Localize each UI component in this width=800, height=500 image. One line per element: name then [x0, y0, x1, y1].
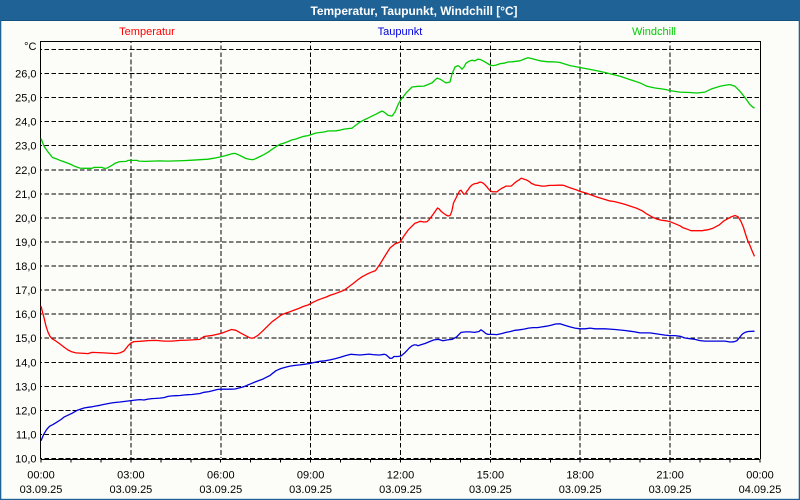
svg-text:17,0: 17,0	[15, 285, 36, 297]
svg-text:Temperatur: Temperatur	[119, 26, 175, 38]
svg-text:15:00: 15:00	[477, 470, 505, 482]
svg-text:16,0: 16,0	[15, 309, 36, 321]
svg-text:26,0: 26,0	[15, 69, 36, 81]
svg-text:03.09.25: 03.09.25	[109, 484, 152, 496]
svg-text:03.09.25: 03.09.25	[559, 484, 602, 496]
svg-text:09:00: 09:00	[297, 470, 325, 482]
svg-text:14,0: 14,0	[15, 357, 36, 369]
svg-text:03:00: 03:00	[117, 470, 145, 482]
svg-text:19,0: 19,0	[15, 237, 36, 249]
svg-text:20,0: 20,0	[15, 213, 36, 225]
svg-text:11,0: 11,0	[16, 429, 37, 441]
svg-text:22,0: 22,0	[15, 165, 36, 177]
svg-text:Taupunkt: Taupunkt	[378, 26, 423, 38]
svg-text:04.09.25: 04.09.25	[739, 484, 782, 496]
svg-text:03.09.25: 03.09.25	[20, 484, 63, 496]
svg-text:10,0: 10,0	[15, 454, 36, 466]
svg-text:23,0: 23,0	[15, 141, 36, 153]
svg-text:21,0: 21,0	[15, 189, 36, 201]
svg-text:18:00: 18:00	[566, 470, 594, 482]
svg-text:03.09.25: 03.09.25	[289, 484, 332, 496]
svg-text:13,0: 13,0	[15, 381, 36, 393]
svg-text:12:00: 12:00	[387, 470, 415, 482]
svg-text:18,0: 18,0	[15, 261, 36, 273]
svg-text:24,0: 24,0	[15, 117, 36, 129]
svg-text:Temperatur, Taupunkt, Windchil: Temperatur, Taupunkt, Windchill [°C]	[310, 4, 517, 18]
svg-text:25,0: 25,0	[15, 93, 36, 105]
svg-text:°C: °C	[24, 41, 36, 53]
svg-text:06:00: 06:00	[207, 470, 235, 482]
svg-text:03.09.25: 03.09.25	[199, 484, 242, 496]
svg-text:12,0: 12,0	[15, 405, 36, 417]
svg-text:00:00: 00:00	[746, 470, 774, 482]
svg-text:03.09.25: 03.09.25	[469, 484, 512, 496]
svg-text:03.09.25: 03.09.25	[649, 484, 692, 496]
svg-text:15,0: 15,0	[15, 333, 36, 345]
svg-text:21:00: 21:00	[656, 470, 684, 482]
svg-text:00:00: 00:00	[27, 470, 55, 482]
svg-text:03.09.25: 03.09.25	[379, 484, 422, 496]
svg-text:Windchill: Windchill	[632, 26, 676, 38]
